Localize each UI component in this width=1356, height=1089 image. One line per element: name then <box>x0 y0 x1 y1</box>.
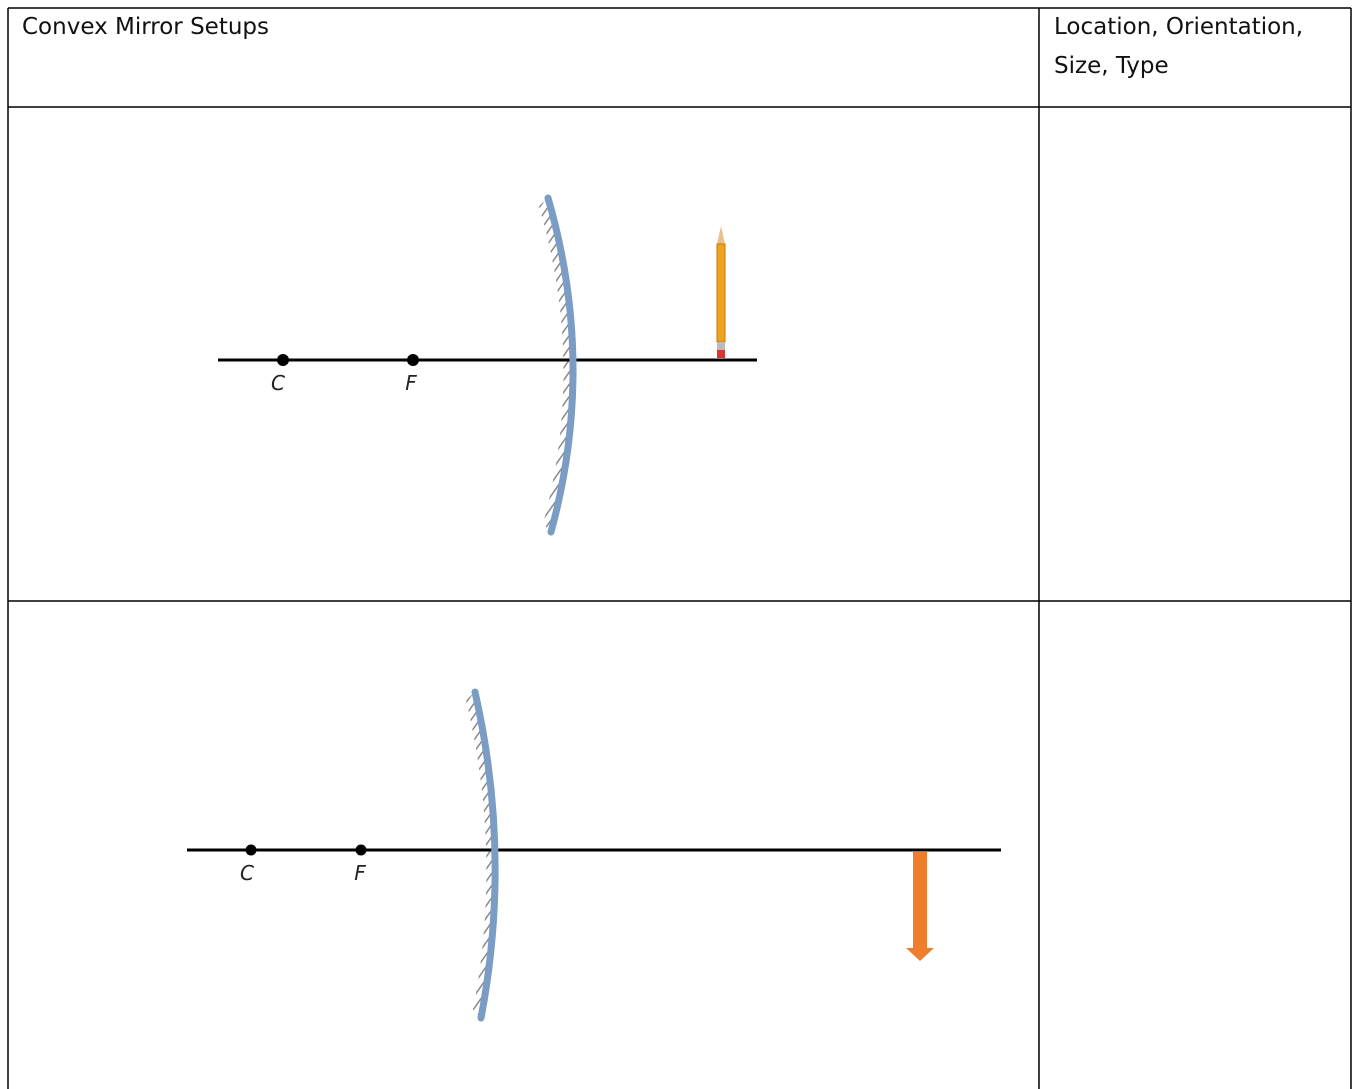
mirror-diagram: C F <box>187 692 1001 1018</box>
focal-point <box>407 354 419 366</box>
pencil <box>717 226 725 358</box>
mirror-hatch <box>539 198 573 532</box>
focal-label: F <box>405 371 417 395</box>
focal-label: F <box>354 861 366 885</box>
page: Convex Mirror Setups Location, Orientati… <box>0 0 1356 1089</box>
focal-point <box>356 845 367 856</box>
center-label: C <box>240 861 254 885</box>
mirror-diagram: C F <box>218 198 757 532</box>
table-grid <box>8 8 1351 1089</box>
center-point <box>277 354 289 366</box>
center-label: C <box>271 371 285 395</box>
center-point <box>246 845 257 856</box>
object-arrow <box>906 852 934 961</box>
worksheet: C F C F <box>0 0 1356 1089</box>
